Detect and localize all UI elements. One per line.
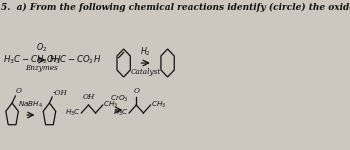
Text: $NaBH_4$: $NaBH_4$ — [18, 100, 43, 110]
Text: OH: OH — [82, 93, 95, 101]
Text: O: O — [16, 87, 22, 95]
Text: $H_3C-CO_2H$: $H_3C-CO_2H$ — [49, 54, 102, 66]
Text: 5.  a) From the following chemical reactions identify (circle) the oxidation rea: 5. a) From the following chemical reacti… — [1, 3, 350, 12]
Text: Enzymes: Enzymes — [26, 64, 58, 72]
Text: $H_2$: $H_2$ — [140, 45, 151, 57]
Text: Catalyst: Catalyst — [131, 68, 161, 75]
Text: $CH_3$: $CH_3$ — [103, 100, 119, 110]
Text: $H_3C$: $H_3C$ — [65, 108, 81, 118]
Text: $H_3C$: $H_3C$ — [113, 108, 128, 118]
Text: O: O — [133, 87, 139, 95]
Text: -OH: -OH — [53, 89, 68, 97]
Text: $H_3C-CH_2OH$: $H_3C-CH_2OH$ — [3, 54, 62, 66]
Text: $CrO_3$: $CrO_3$ — [110, 94, 128, 104]
Text: $CH_3$: $CH_3$ — [151, 100, 166, 110]
Text: $O_2$: $O_2$ — [36, 42, 47, 54]
